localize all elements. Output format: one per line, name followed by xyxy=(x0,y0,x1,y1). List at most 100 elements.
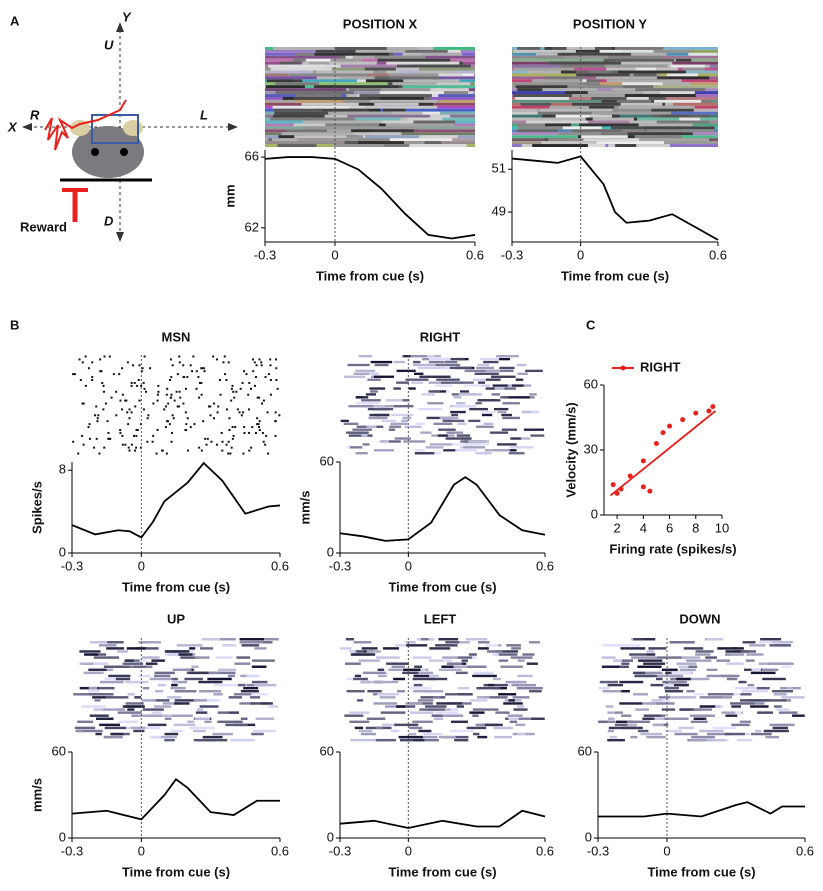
raster-segment xyxy=(762,677,786,681)
raster-segment xyxy=(380,97,424,100)
raster-segment xyxy=(589,70,611,74)
scatter-point xyxy=(627,473,633,479)
raster-segment xyxy=(180,656,200,659)
raster-segment xyxy=(164,738,175,742)
legend-marker xyxy=(620,365,626,371)
raster-segment xyxy=(601,665,620,668)
raster-segment xyxy=(196,708,204,711)
raster-segment xyxy=(478,399,497,402)
raster-segment xyxy=(194,717,210,720)
axis-label: L xyxy=(200,107,208,122)
raster-segment xyxy=(131,726,146,730)
raster-row xyxy=(265,91,475,95)
raster-segment xyxy=(457,686,470,690)
raster-segment xyxy=(403,440,426,443)
raster-segment xyxy=(595,141,665,145)
raster-segment xyxy=(370,360,393,364)
raster-segment xyxy=(735,711,742,714)
y-tick-label: 60 xyxy=(320,743,334,758)
raster-segment xyxy=(405,641,416,644)
raster-segment xyxy=(152,699,170,702)
spike xyxy=(258,396,261,399)
raster-segment xyxy=(442,419,465,423)
raster-segment xyxy=(117,711,142,714)
spike xyxy=(88,423,91,426)
raster-segment xyxy=(461,659,469,662)
raster-segment xyxy=(449,366,472,370)
x-axis-label: Time from cue (s) xyxy=(122,864,230,879)
spike xyxy=(97,414,100,417)
raster-segment xyxy=(615,144,637,147)
raster-segment xyxy=(773,693,787,696)
raster-segment xyxy=(636,138,710,142)
raster-segment xyxy=(379,91,444,95)
spike xyxy=(120,408,123,411)
raster-segment xyxy=(740,693,752,696)
raster-segment xyxy=(251,665,267,668)
raster-segment xyxy=(214,683,240,687)
raster-segment xyxy=(635,708,649,711)
x-axis-label: Time from cue (s) xyxy=(122,579,230,594)
raster-segment xyxy=(450,729,474,733)
raster-segment xyxy=(377,668,385,672)
raster-segment xyxy=(537,111,602,115)
raster-segment xyxy=(104,726,126,730)
raster-segment xyxy=(383,120,414,124)
spike xyxy=(146,440,149,443)
raster-segment xyxy=(408,387,416,390)
raster-segment xyxy=(358,355,373,358)
raster-segment xyxy=(95,717,114,720)
raster-segment xyxy=(456,434,471,437)
raster-segment xyxy=(326,58,362,62)
raster-segment xyxy=(497,410,507,414)
raster-segment xyxy=(176,644,203,647)
raster-segment xyxy=(374,449,394,452)
y-tick-label: 0 xyxy=(59,829,66,844)
raster-segment xyxy=(350,738,376,742)
y-axis-label: Velocity (mm/s) xyxy=(563,402,578,497)
raster-segment xyxy=(348,650,357,653)
raster-segment xyxy=(393,405,414,408)
raster-segment xyxy=(493,407,509,411)
raster-segment xyxy=(457,422,467,425)
spike xyxy=(203,367,206,370)
raster-segment xyxy=(396,369,416,373)
raster-segment xyxy=(77,720,94,724)
arrow xyxy=(228,123,238,131)
spike xyxy=(256,396,259,399)
raster-segment xyxy=(736,738,753,742)
raster-segment xyxy=(517,372,528,375)
raster-segment xyxy=(413,738,425,742)
spike xyxy=(240,414,243,417)
raster-segment xyxy=(466,726,487,730)
raster-segment xyxy=(633,693,649,696)
raster-segment xyxy=(491,375,516,378)
raster-segment xyxy=(672,683,689,687)
raster-segment xyxy=(595,76,657,80)
panel-label: C xyxy=(586,317,596,332)
raster-segment xyxy=(233,693,252,696)
spike xyxy=(81,434,84,437)
raster-segment xyxy=(228,696,242,699)
spike xyxy=(248,381,251,384)
raster-segment xyxy=(717,647,737,650)
y-axis-label: mm xyxy=(222,184,237,207)
raster-segment xyxy=(491,393,500,396)
raster-segment xyxy=(411,381,424,384)
raster-segment xyxy=(367,76,389,80)
raster-segment xyxy=(657,674,684,678)
raster-segment xyxy=(418,366,444,370)
raster-segment xyxy=(354,138,419,142)
raster-segment xyxy=(656,656,682,659)
raster-segment xyxy=(286,129,328,133)
raster-segment xyxy=(454,738,469,742)
raster-segment xyxy=(385,123,455,127)
raster-segment xyxy=(438,638,459,641)
raster-row xyxy=(265,64,475,68)
raster-segment xyxy=(413,360,421,364)
raster-segment xyxy=(174,702,190,705)
raster-segment xyxy=(658,696,671,699)
raster-segment xyxy=(395,67,420,71)
raster-segment xyxy=(428,390,440,393)
raster-segment xyxy=(695,650,714,653)
